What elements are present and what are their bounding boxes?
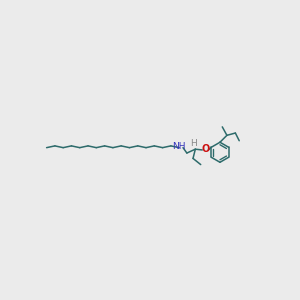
Text: O: O xyxy=(201,144,209,154)
Text: H: H xyxy=(190,139,196,148)
Text: NH: NH xyxy=(172,142,186,152)
